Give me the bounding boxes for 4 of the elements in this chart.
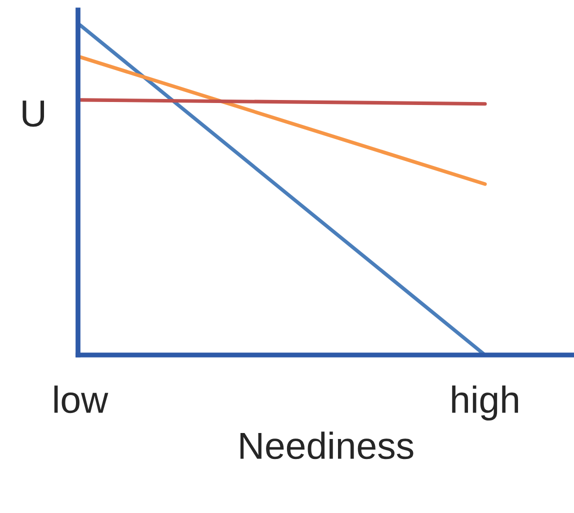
x-tick-label: high [452,386,518,421]
x-tick-label: low [54,386,108,414]
y-axis-title: U [22,100,44,127]
x-axis-title: Neediness [240,432,414,460]
